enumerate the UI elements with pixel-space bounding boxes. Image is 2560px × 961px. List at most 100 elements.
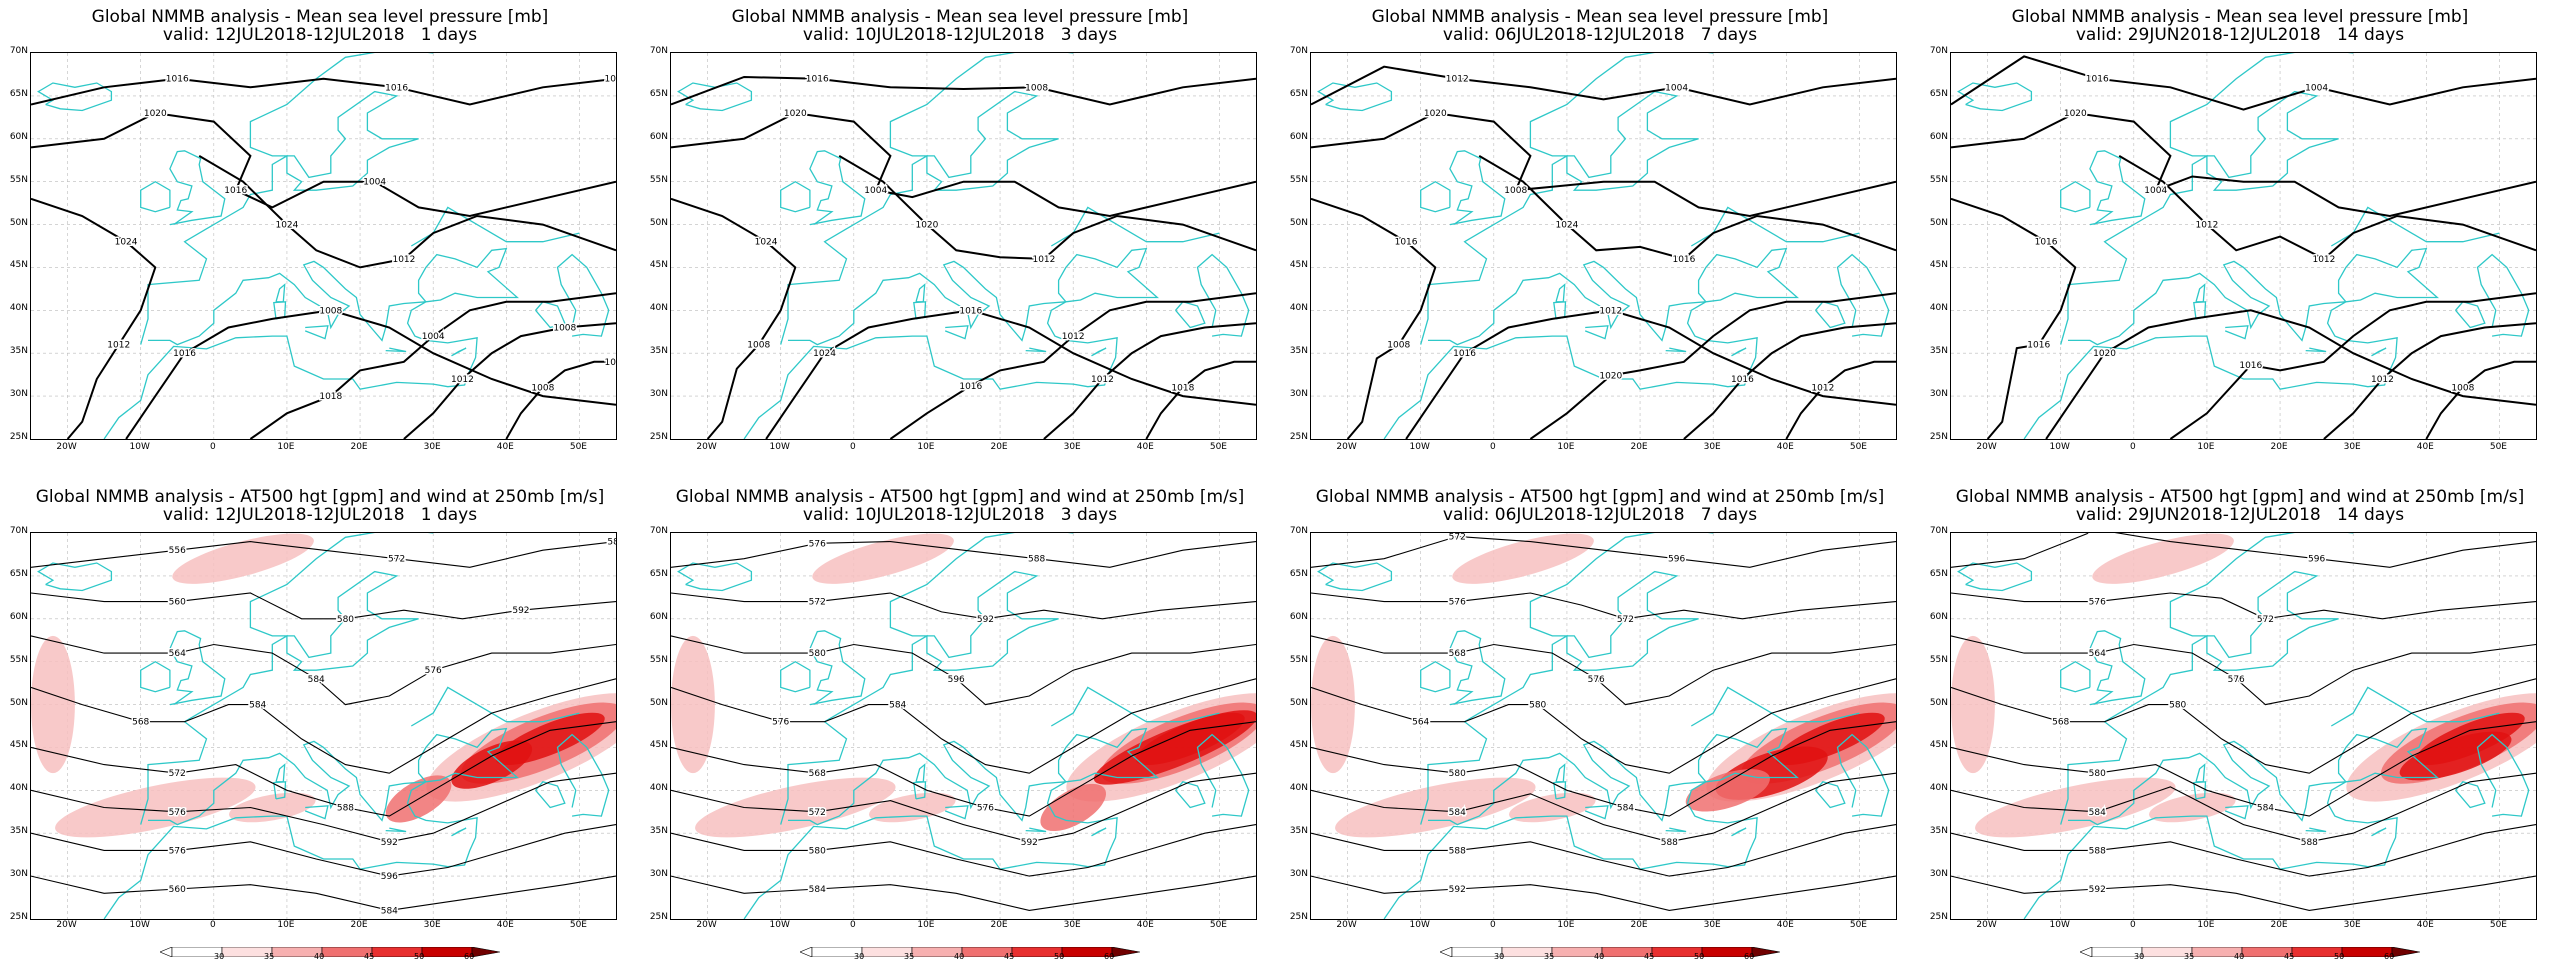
colorbar-tick-label: 35 xyxy=(2184,952,2195,961)
lon-tick-label: 50E xyxy=(1209,442,1227,452)
lon-tick-label: 30E xyxy=(2343,442,2361,452)
contour-label: 580 xyxy=(809,649,826,659)
contour-label: 572 xyxy=(2089,533,2106,536)
lon-tick-label: 30E xyxy=(1063,442,1081,452)
lat-tick-label: 70N xyxy=(1929,46,1948,56)
lat-tick-label: 45N xyxy=(9,260,28,271)
lon-tick-label: 20E xyxy=(2270,920,2288,930)
lat-tick-label: 55N xyxy=(649,174,668,185)
coastline xyxy=(410,206,580,247)
wind-speed-shading xyxy=(695,777,896,838)
coastline xyxy=(915,283,926,303)
colorbar-tick-label: 60 xyxy=(1744,952,1755,961)
lat-tick-label: 40N xyxy=(1929,303,1948,314)
coastline xyxy=(2060,180,2091,213)
contour-label: 1008 xyxy=(1387,341,1410,351)
contour-label: 1016 xyxy=(1395,238,1418,248)
lon-tick-label: 0 xyxy=(2129,442,2136,452)
map-area: 1016 1020 1024 1024 1016 1018 1012 1008 1016 1016… xyxy=(30,52,617,440)
coastline xyxy=(1050,206,1220,247)
coastline xyxy=(915,763,926,783)
coastline xyxy=(1690,206,1860,247)
coastline xyxy=(275,763,286,783)
isobar xyxy=(889,292,1256,439)
contour-label: 560 xyxy=(169,885,186,895)
coastline xyxy=(140,660,171,693)
lat-tick-label: 60N xyxy=(649,131,668,142)
lon-tick-label: 10W xyxy=(1409,920,1430,930)
lat-tick-label: 65N xyxy=(9,568,28,579)
contour-label: 1012 xyxy=(2312,255,2335,265)
coastline xyxy=(140,180,171,213)
map-area: 1016 1020 1024 1020 1024 1016 1012 1018 1008 1004… xyxy=(670,52,1257,440)
contour-label: 1004 xyxy=(422,332,445,342)
lat-tick-label: 60N xyxy=(649,611,668,622)
lon-tick-label: 10E xyxy=(2197,920,2215,930)
contour-label: 1012 xyxy=(1032,255,1055,265)
contour-label: 592 xyxy=(1021,838,1038,848)
map-svg: 556 560 564 568 572 576 576 560 572 580 584 584 588 5… xyxy=(31,533,616,919)
colorbar-tick-label: 40 xyxy=(314,952,325,961)
height-contour xyxy=(1311,635,1896,706)
height-contour xyxy=(1311,678,1896,774)
coastline xyxy=(103,247,520,439)
lat-tick-label: 35N xyxy=(649,826,668,837)
contour-label: 1020 xyxy=(144,109,167,119)
contour-label: 576 xyxy=(425,666,442,676)
contour-label: 584 xyxy=(1449,808,1466,818)
contour-label: 584 xyxy=(1617,803,1634,813)
coastline xyxy=(1555,763,1566,783)
contour-label: 1020 xyxy=(784,109,807,119)
contour-label: 576 xyxy=(809,539,826,549)
lon-tick-label: 30E xyxy=(2343,920,2361,930)
contour-label: 592 xyxy=(2089,885,2106,895)
height-contour xyxy=(1951,875,2536,911)
panel-valid-period: valid: 06JUL2018-12JUL2018 7 days xyxy=(1442,25,1758,45)
lon-tick-label: 40E xyxy=(1776,442,1794,452)
map-area: 556 560 564 568 572 576 576 560 572 580 584 584 588 5… xyxy=(30,532,617,920)
height-contour xyxy=(671,678,1256,774)
contour-label: 596 xyxy=(948,675,965,685)
lon-tick-label: 10W xyxy=(769,920,790,930)
contour-label: 572 xyxy=(169,769,186,779)
colorbar-tick-label: 35 xyxy=(1544,952,1555,961)
wind-speed-shading xyxy=(812,533,954,584)
panel-valid-period: valid: 12JUL2018-12JUL2018 1 days xyxy=(162,505,478,525)
isobar xyxy=(765,309,1256,439)
coastline xyxy=(1420,53,1714,345)
colorbar-tick-label: 60 xyxy=(464,952,475,961)
lat-tick-label: 25N xyxy=(649,432,668,442)
height-contour xyxy=(1951,721,2536,817)
contour-label: 1008 xyxy=(1504,186,1527,196)
coastline xyxy=(1815,781,1846,809)
lat-tick-label: 35N xyxy=(9,346,28,357)
coastline xyxy=(1175,781,1206,809)
isobar xyxy=(1683,322,1896,439)
contour-label: 1016 xyxy=(173,349,196,359)
wind-speed-shading xyxy=(2149,792,2236,823)
contour-label: 1004 xyxy=(2144,186,2167,196)
lat-tick-label: 30N xyxy=(1289,869,1308,880)
coastline xyxy=(1957,562,2033,592)
contour-label: 592 xyxy=(381,838,398,848)
map-svg: 1016 1020 1024 1024 1016 1018 1012 1008 1016 1016… xyxy=(31,53,616,439)
lat-tick-label: 25N xyxy=(1929,912,1948,922)
contour-label: 1012 xyxy=(2371,375,2394,385)
contour-label: 596 xyxy=(1668,555,1685,565)
map-svg: 1012 1020 1016 1024 1016 1020 1016 1012 1004 1008… xyxy=(1311,53,1896,439)
lon-tick-label: 50E xyxy=(2489,920,2507,930)
contour-label: 1004 xyxy=(2305,83,2328,93)
lon-tick-label: 30E xyxy=(423,920,441,930)
height-contour xyxy=(1311,721,1896,817)
colorbar-tick-label: 45 xyxy=(1644,952,1655,961)
coastline xyxy=(2060,53,2354,345)
coastline xyxy=(780,53,1074,345)
lat-tick-label: 35N xyxy=(1929,346,1948,357)
isobar xyxy=(1405,309,1896,439)
lon-tick-label: 20W xyxy=(1976,442,1997,452)
lat-tick-label: 50N xyxy=(1929,217,1948,228)
coastline xyxy=(1383,247,1800,439)
contour-label: 1020 xyxy=(1599,372,1622,382)
lat-tick-label: 55N xyxy=(649,654,668,665)
height-contour xyxy=(31,772,616,843)
